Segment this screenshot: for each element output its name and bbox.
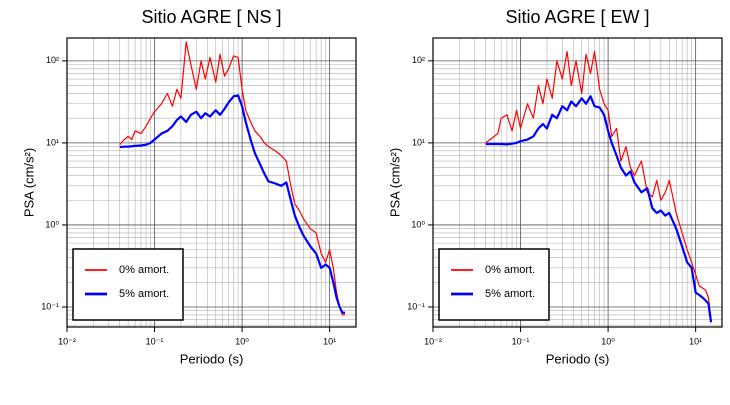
y-tick-label: 10⁰ [45, 219, 59, 229]
y-tick-label: 10¹ [412, 137, 425, 147]
series-line [119, 94, 346, 314]
plot-frame [66, 37, 357, 328]
x-tick-label: 10⁻² [58, 336, 76, 346]
legend-label: 5% amort. [119, 288, 169, 300]
x-tick-label: 10⁻² [424, 336, 442, 346]
plot-frame [432, 37, 723, 328]
x-axis-label: Periodo (s) [180, 351, 244, 366]
x-tick-label: 10⁰ [601, 336, 615, 346]
x-tick-label: 10⁻¹ [146, 336, 164, 346]
series-line [485, 95, 713, 323]
chart-title: Sitio AGRE [ NS ] [141, 7, 281, 27]
y-axis-label: PSA (cm/s²) [21, 148, 36, 217]
y-tick-label: 10² [46, 55, 59, 65]
panel: Sitio AGRE [ EW ] 10⁻² 10⁻¹ 10⁰ 10¹ 10⁻¹ 10⁰ 10… [387, 7, 723, 366]
x-tick-label: 10¹ [323, 336, 336, 346]
legend-label: 5% amort. [485, 288, 535, 300]
legend-label: 0% amort. [119, 264, 169, 276]
series-line [485, 50, 712, 320]
x-axis-label: Periodo (s) [546, 351, 610, 366]
legend-box [72, 248, 184, 321]
legend-label: 0% amort. [485, 264, 535, 276]
x-tick-label: 10⁻¹ [512, 336, 530, 346]
y-tick-label: 10² [412, 55, 425, 65]
y-tick-label: 10⁰ [411, 219, 425, 229]
chart-title: Sitio AGRE [ EW ] [505, 7, 649, 27]
y-tick-label: 10¹ [46, 137, 59, 147]
series-line [119, 41, 346, 316]
panel: Sitio AGRE [ NS ] 10⁻² 10⁻¹ 10⁰ 10¹ 10⁻¹ 10⁰ 10… [21, 7, 357, 366]
y-tick-label: 10⁻¹ [41, 301, 59, 311]
y-axis-label: PSA (cm/s²) [387, 148, 402, 217]
x-tick-label: 10⁰ [235, 336, 249, 346]
y-tick-label: 10⁻¹ [407, 301, 425, 311]
legend-box [438, 248, 550, 321]
x-tick-label: 10¹ [689, 336, 702, 346]
